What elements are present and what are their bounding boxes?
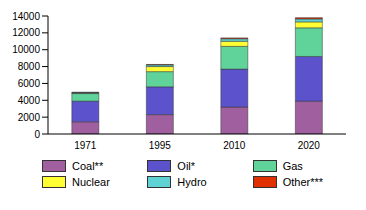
- html-text:Gas: Gas: [282, 160, 303, 172]
- svg-text:0: 0: [34, 129, 40, 140]
- html-text:Nuclear: Nuclear: [72, 176, 110, 188]
- svg-text:1971: 1971: [74, 140, 97, 151]
- svg-text:2020: 2020: [298, 140, 321, 151]
- html-text:Hydro: Hydro: [177, 176, 207, 188]
- svg-text:14000: 14000: [12, 11, 40, 22]
- svg-text:6000: 6000: [18, 78, 41, 89]
- svg-text:8000: 8000: [18, 61, 41, 72]
- svg-text:4000: 4000: [18, 95, 41, 106]
- svg-text:10000: 10000: [12, 44, 40, 55]
- html-text:Oil*: Oil*: [177, 160, 196, 172]
- html-text:Other***: Other***: [282, 176, 323, 188]
- svg-text:2000: 2000: [18, 112, 41, 123]
- svg-text:2010: 2010: [223, 140, 246, 151]
- html-text:Coal**: Coal**: [72, 160, 104, 172]
- svg-text:1995: 1995: [149, 140, 172, 151]
- svg-text:12000: 12000: [12, 27, 40, 38]
